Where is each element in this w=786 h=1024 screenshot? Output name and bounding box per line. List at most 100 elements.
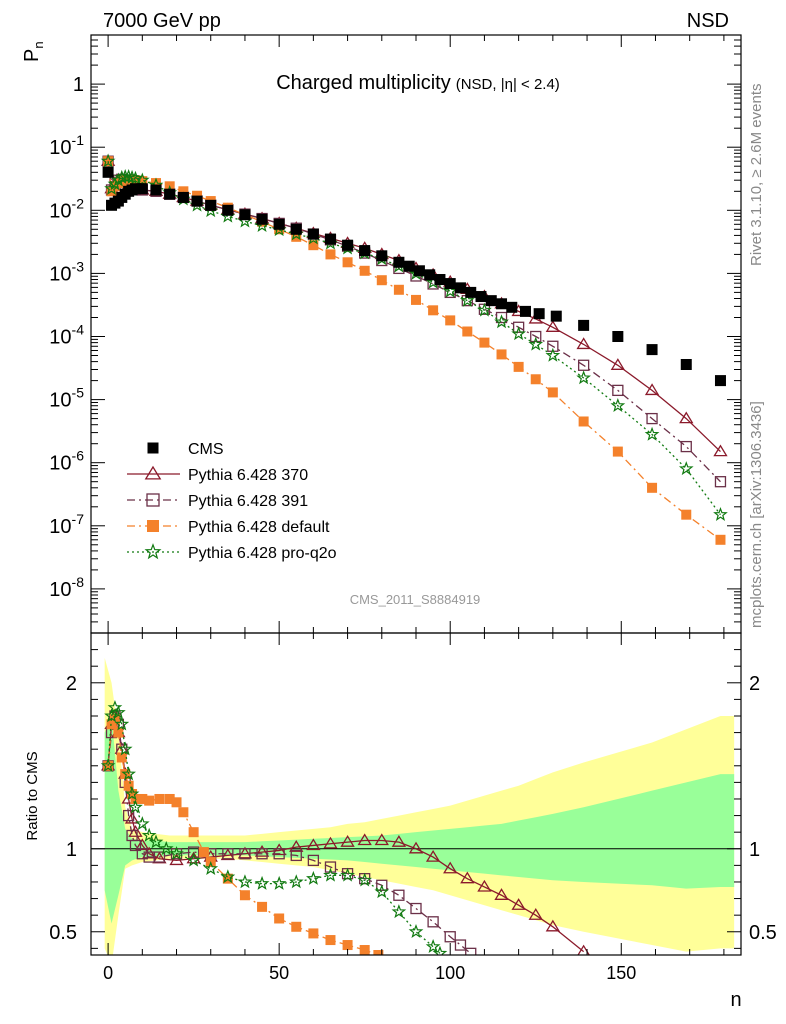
data-point xyxy=(646,344,658,356)
ratio-point xyxy=(357,833,372,846)
ratio-point xyxy=(374,884,390,899)
ratio-point xyxy=(306,870,321,885)
legend-entry: Pythia 6.428 391 xyxy=(127,493,308,510)
data-point xyxy=(205,199,217,211)
data-point xyxy=(477,302,492,317)
ratio-point xyxy=(340,867,355,882)
data-point xyxy=(495,311,508,324)
ratio-point xyxy=(393,889,405,901)
ratio-point xyxy=(528,908,543,920)
ratio-point xyxy=(290,849,302,862)
side-text-mcplots: mcplots.cern.ch [arXiv:1306.3436] xyxy=(748,401,765,628)
data-point xyxy=(547,387,558,398)
ratio-point xyxy=(254,844,270,857)
ratio-point xyxy=(116,752,127,763)
ratio-point xyxy=(465,947,477,955)
data-point xyxy=(376,275,387,286)
legend-marker xyxy=(146,493,160,507)
bottom-ylabel: Ratio to CMS xyxy=(24,751,41,840)
data-point xyxy=(610,358,625,370)
y-tick-label: 10-3 xyxy=(49,258,84,285)
data-point xyxy=(445,315,456,326)
data-point xyxy=(714,375,726,387)
data-point xyxy=(191,195,203,207)
data-point xyxy=(715,534,726,545)
data-point xyxy=(550,310,562,322)
ratio-point xyxy=(158,841,174,856)
ratio-point xyxy=(256,848,268,860)
data-point xyxy=(714,476,727,488)
data-point xyxy=(528,336,544,351)
ratio-point xyxy=(141,827,157,842)
data-point xyxy=(519,305,531,317)
ratio-point xyxy=(187,846,200,858)
ratio-point xyxy=(169,853,184,866)
chart-title-sub: (NSD, |η| < 2.4) xyxy=(456,76,560,93)
data-point xyxy=(547,340,559,352)
data-point xyxy=(644,383,660,396)
data-point xyxy=(239,209,251,221)
ratio-point xyxy=(237,846,253,859)
ratio-point xyxy=(289,840,304,852)
data-point xyxy=(376,250,388,262)
data-point xyxy=(128,170,143,185)
ratio-point xyxy=(274,913,285,924)
ratio-y-tick-label: 2 xyxy=(66,673,77,695)
data-point xyxy=(494,314,509,329)
series-cms xyxy=(102,166,726,387)
data-point xyxy=(612,330,624,342)
legend-entry: CMS xyxy=(147,441,224,458)
ratio-point xyxy=(291,921,302,932)
ratio-point xyxy=(359,945,370,955)
ratio-point xyxy=(323,867,338,882)
data-point xyxy=(475,291,487,303)
ratio-point xyxy=(153,851,166,863)
data-point xyxy=(644,426,660,441)
y-tick-label: 10-4 xyxy=(49,321,84,348)
ratio-y-tick-label-right: 0.5 xyxy=(749,922,777,944)
ratio-point xyxy=(152,851,167,864)
ratio-point xyxy=(444,931,456,943)
data-point xyxy=(134,172,150,187)
data-point xyxy=(610,397,626,412)
data-point xyxy=(273,218,285,230)
data-point xyxy=(256,213,268,225)
legend-label: Pythia 6.428 391 xyxy=(188,493,308,510)
data-point xyxy=(530,374,541,385)
ratio-point xyxy=(324,861,337,873)
y-tick-label: 10-6 xyxy=(49,448,84,475)
legend-marker xyxy=(147,442,159,454)
ratio-line xyxy=(107,717,379,955)
x-tick-label: 100 xyxy=(435,963,465,983)
ratio-point xyxy=(128,825,143,837)
x-tick-label: 150 xyxy=(606,963,636,983)
ratio-point xyxy=(391,835,407,847)
data-point xyxy=(647,482,658,493)
data-point xyxy=(679,411,694,424)
ratio-point xyxy=(272,843,287,856)
ratio-point xyxy=(494,888,509,900)
data-point xyxy=(102,166,114,178)
data-point xyxy=(393,256,405,268)
legend-marker xyxy=(144,543,162,560)
data-point xyxy=(178,186,189,197)
data-point xyxy=(713,444,728,457)
ratio-point xyxy=(239,890,250,901)
data-point xyxy=(342,239,354,251)
data-point xyxy=(177,191,189,203)
ratio-y-tick-label: 0.5 xyxy=(49,922,77,944)
data-point xyxy=(434,274,446,286)
data-point xyxy=(576,337,591,350)
ratio-point xyxy=(124,811,140,824)
ratio-point xyxy=(134,816,150,831)
data-point xyxy=(506,301,518,313)
data-point xyxy=(612,446,623,457)
ratio-point xyxy=(222,848,234,860)
data-point xyxy=(413,265,425,277)
data-point xyxy=(151,178,161,189)
data-point xyxy=(465,286,477,298)
data-point xyxy=(545,320,560,332)
data-point xyxy=(479,337,490,348)
ratio-point xyxy=(511,898,526,910)
top-ylabel: Pn xyxy=(21,41,46,62)
